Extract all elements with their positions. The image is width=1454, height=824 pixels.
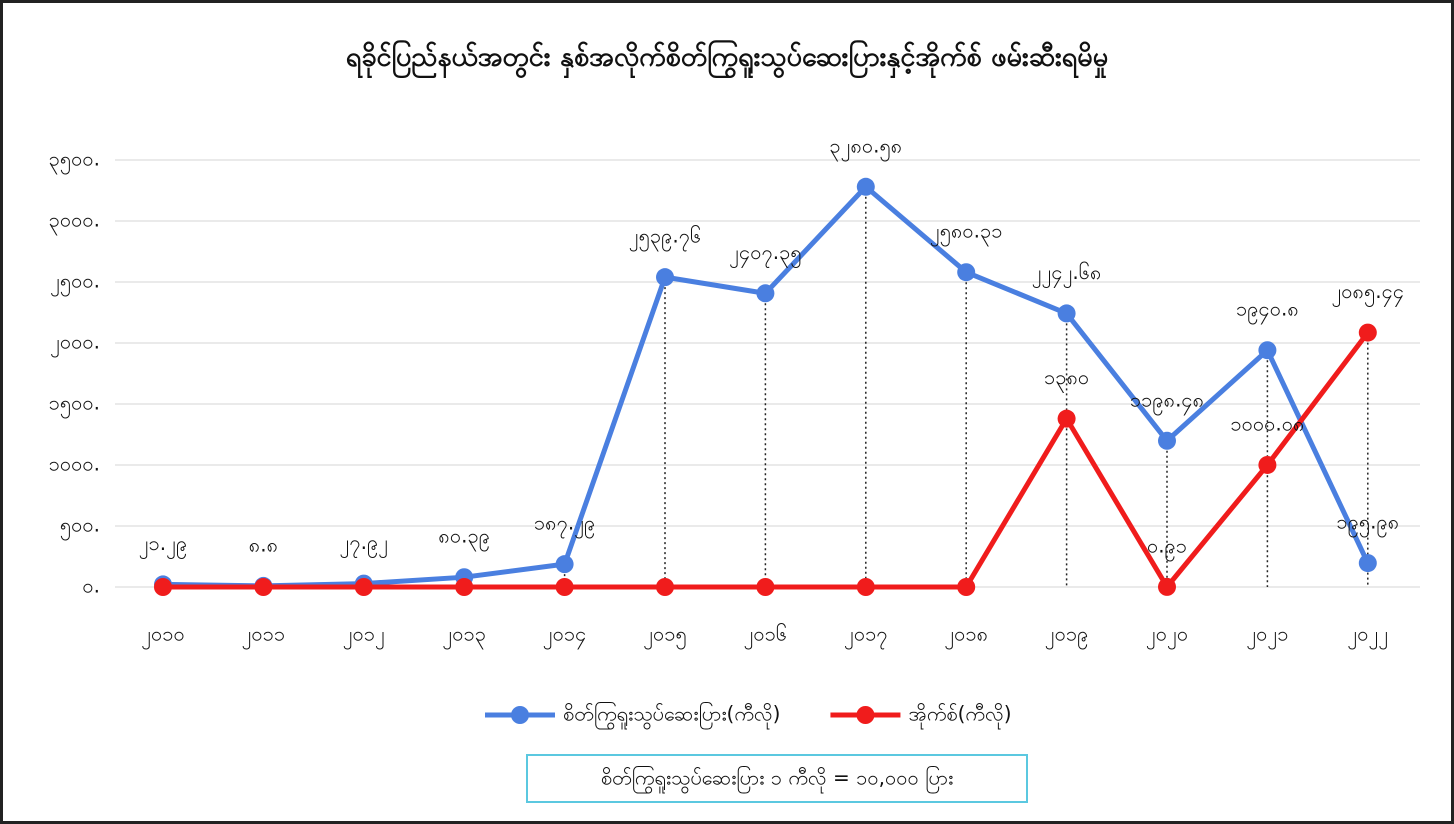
point xyxy=(154,578,172,596)
point xyxy=(756,284,775,303)
point xyxy=(656,578,674,596)
point xyxy=(856,578,875,596)
point xyxy=(856,177,875,196)
data-label: ၁၁၉၈.၄၈ xyxy=(1130,387,1204,415)
x-tick-label: ၂၀၁၅ xyxy=(643,622,687,650)
data-label: ၁၃၈၀ xyxy=(1044,365,1089,393)
point xyxy=(254,578,273,596)
point xyxy=(1057,409,1076,428)
data-label: ၂၅၃၉.၇၆ xyxy=(629,224,701,252)
data-label: ၂၀၈၅.၄၄ xyxy=(1331,279,1404,307)
point xyxy=(1358,323,1377,342)
x-tick-label: ၂၀၁၉ xyxy=(1045,622,1089,650)
x-tick-label: ၂၀၁၄ xyxy=(543,622,587,650)
y-tick-label: ၀. xyxy=(82,574,100,598)
point xyxy=(555,578,574,596)
data-label: ၁၉၄၀.၈ xyxy=(1236,297,1299,325)
point xyxy=(555,555,574,574)
y-tick-label: ၅၀၀. xyxy=(60,513,100,541)
point xyxy=(1057,304,1076,323)
y-tick-label: ၂၅၀၀. xyxy=(50,269,100,297)
point xyxy=(455,578,474,596)
data-label: ၃၂၈၀.၅၈ xyxy=(829,133,902,161)
y-tick-label: ၃၅၀၀. xyxy=(49,147,100,175)
x-tick-label: ၂၀၁၀ xyxy=(141,622,185,650)
legend-marker xyxy=(856,706,875,724)
data-label: ၂၅၈၀.၃၁ xyxy=(930,219,1003,247)
chart-title: ရခိုင်ပြည်နယ်အတွင်း နှစ်အလိုက်စိတ်ကြွရူး… xyxy=(346,40,1108,79)
y-tick-label: ၂၀၀၀. xyxy=(50,330,100,358)
note-box xyxy=(526,754,1028,803)
point xyxy=(1258,455,1277,474)
point xyxy=(756,578,775,596)
data-label: ၁၀၀၀.၀၈ xyxy=(1230,411,1304,435)
legend-marker xyxy=(511,706,529,724)
x-tick-label: ၂၀၁၈ xyxy=(944,622,988,650)
x-tick-label: ၂၀၁၇ xyxy=(844,622,888,650)
data-label: ၈၀.၃၉ xyxy=(438,524,490,552)
x-tick-label: ၂၀၁၃ xyxy=(442,622,486,650)
point xyxy=(1358,554,1377,573)
legend-label: စိတ်ကြွရူးသွပ်ဆေးပြား(ကီလို) xyxy=(563,702,780,730)
y-tick-label: ၁၅၀၀. xyxy=(49,391,100,419)
point xyxy=(1158,431,1176,450)
point xyxy=(1158,577,1176,596)
point xyxy=(354,578,373,596)
data-label: ၂၇.၉၂ xyxy=(340,530,389,558)
y-tick-label: ၃၀၀၀. xyxy=(49,208,100,236)
x-tick-label: ၂၀၁၁ xyxy=(242,622,286,650)
x-tick-label: ၂၀၂၂ xyxy=(1347,622,1388,650)
x-tick-label: ၂၀၂၁ xyxy=(1246,622,1288,650)
x-tick-label: ၂၀၁၆ xyxy=(744,622,788,650)
legend-label: အိုက်စ်(ကီလို) xyxy=(908,702,1011,730)
point xyxy=(957,263,976,282)
note: စိတ်ကြွရူးသွပ်ဆေးပြား ၁ ကီလို = ၁၀,၀၀၀ ပ… xyxy=(601,766,953,794)
point xyxy=(1258,341,1277,360)
y-tick-label: ၁၀၀၀. xyxy=(49,452,100,476)
point xyxy=(656,268,674,287)
data-label: ၈.၈ xyxy=(249,532,278,556)
data-label: ၂၄၀၇.၃၅ xyxy=(729,240,801,268)
data-label: ၁၉၅.၉၈ xyxy=(1336,510,1399,538)
x-tick-label: ၂၀၁၂ xyxy=(343,622,385,650)
data-label: ၂၁.၂၉ xyxy=(139,531,188,559)
point xyxy=(957,578,976,596)
data-label: ၁၈၇.၂၉ xyxy=(534,511,595,539)
data-label: ၂၂၄၂.၆၈ xyxy=(1032,260,1102,288)
x-tick-label: ၂၀၂၀ xyxy=(1146,622,1188,650)
data-label: ၀.၉၁ xyxy=(1147,533,1187,561)
